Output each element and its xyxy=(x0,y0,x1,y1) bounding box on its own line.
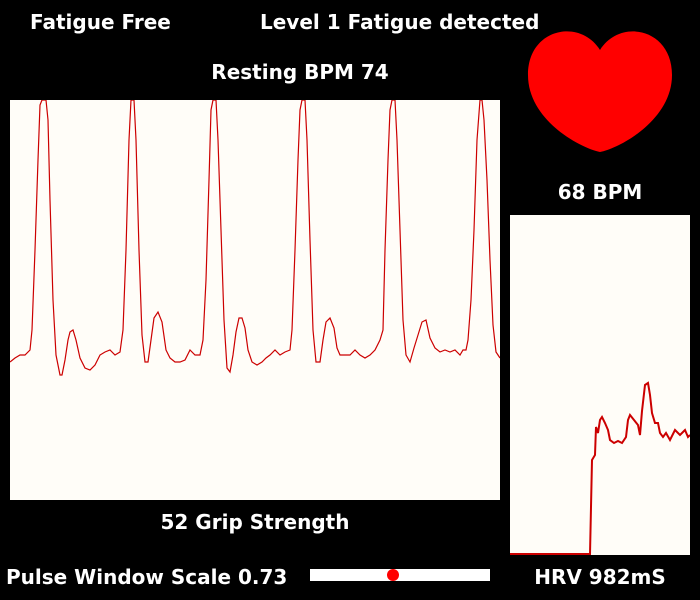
pulse-waveform-trace xyxy=(10,100,500,376)
pulse-window-scale-slider[interactable] xyxy=(310,569,490,581)
pulse-window-scale-label: Pulse Window Scale 0.73 xyxy=(6,565,288,589)
pulse-waveform-panel xyxy=(10,100,500,500)
hrv-trace xyxy=(510,381,690,555)
fatigue-level-label: Level 1 Fatigue detected xyxy=(260,10,540,34)
slider-thumb[interactable] xyxy=(387,569,400,581)
grip-strength-label: 52 Grip Strength xyxy=(160,510,350,534)
heart-icon xyxy=(528,31,672,152)
bpm-readout: 68 BPM xyxy=(557,180,643,204)
fatigue-free-label: Fatigue Free xyxy=(30,10,171,34)
hrv-graph-panel xyxy=(510,215,690,555)
hrv-graph xyxy=(510,381,690,555)
resting-bpm-label: Resting BPM 74 xyxy=(211,60,389,84)
hrv-label: HRV 982mS xyxy=(534,565,666,589)
pulse-waveform-graph xyxy=(10,100,500,376)
